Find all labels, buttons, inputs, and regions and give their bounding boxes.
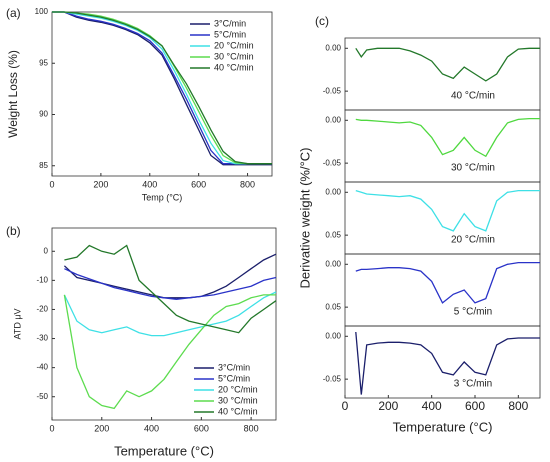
y-tick-label: 0.05 — [325, 302, 341, 311]
x-tick-label: 200 — [378, 399, 398, 413]
y-tick-label: -20 — [36, 305, 48, 314]
x-tick-label: 200 — [93, 179, 108, 189]
panel-label: 30 °C/min — [451, 163, 495, 174]
x-tick-label: 0 — [49, 179, 54, 189]
y-tick-label: 90 — [39, 110, 48, 119]
plot-frame — [344, 253, 541, 327]
y-tick-label: -0.05 — [323, 158, 342, 167]
series-line — [355, 331, 540, 395]
y-tick-label: -40 — [36, 363, 48, 372]
x-axis-label: Temp (°C) — [142, 192, 183, 202]
y-tick-label: -0.05 — [323, 86, 342, 95]
plot-frame — [344, 181, 541, 255]
series-line — [63, 294, 276, 410]
legend-label: 30 °C/min — [214, 51, 254, 61]
y-tick-label: 0 — [44, 246, 49, 255]
y-tick-label: 95 — [39, 58, 48, 67]
y-axis-label: Derivative weight (%/°C) — [297, 147, 312, 288]
y-axis-label: Weight Loss (%) — [6, 50, 20, 138]
y-tick-label: 0.00 — [325, 259, 341, 268]
y-tick-label: 0.00 — [325, 187, 341, 196]
legend-label: 5°C/min — [214, 29, 246, 39]
series-line — [63, 291, 277, 337]
y-tick-label: 0.00 — [325, 115, 341, 124]
panel-label: 20 °C/min — [451, 235, 495, 246]
series-line — [355, 261, 540, 304]
x-tick-label: 200 — [94, 423, 109, 433]
x-tick-label: 600 — [465, 399, 485, 413]
x-tick-label: 400 — [144, 423, 159, 433]
legend-label: 40 °C/min — [214, 62, 254, 72]
y-tick-label: 0.05 — [325, 230, 341, 239]
plot-frame — [344, 325, 541, 399]
y-tick-label: 85 — [39, 161, 48, 170]
series-line — [52, 11, 272, 165]
x-axis-label: Temperature (°C) — [393, 419, 493, 434]
x-tick-label: 800 — [240, 179, 255, 189]
y-tick-label: 0.00 — [325, 331, 341, 340]
legend-label: 30 °C/min — [218, 395, 258, 405]
legend-label: 5°C/min — [218, 373, 250, 383]
legend-label: 20 °C/min — [218, 384, 258, 394]
panel-label: 5 °C/min — [454, 307, 492, 318]
series-line — [64, 268, 277, 300]
x-tick-label: 600 — [191, 179, 206, 189]
x-tick-label: 0 — [342, 399, 349, 413]
series-line — [52, 11, 272, 166]
x-tick-label: 0 — [49, 423, 54, 433]
x-tick-label: 400 — [422, 399, 442, 413]
series-line — [52, 11, 272, 165]
series-line — [355, 117, 540, 158]
series-line — [355, 47, 540, 82]
x-tick-label: 400 — [142, 179, 157, 189]
y-tick-label: -30 — [36, 334, 48, 343]
y-axis-label: ATD μV — [12, 308, 22, 339]
x-tick-label: 800 — [244, 423, 259, 433]
panel-label: 3 °C/min — [454, 379, 492, 390]
panel-label: 40 °C/min — [451, 91, 495, 102]
series-line — [63, 253, 277, 299]
series-line — [64, 244, 277, 334]
x-tick-label: 600 — [194, 423, 209, 433]
panel-title: (b) — [6, 224, 21, 238]
panel-title: (c) — [315, 14, 329, 28]
legend-label: 20 °C/min — [214, 40, 254, 50]
legend-label: 40 °C/min — [218, 406, 258, 416]
y-tick-label: 100 — [35, 7, 49, 16]
y-tick-label: 0.00 — [325, 43, 341, 52]
series-line — [355, 189, 540, 232]
x-tick-label: 800 — [508, 399, 528, 413]
x-axis-label: Temperature (°C) — [114, 443, 214, 458]
plot-frame — [51, 227, 277, 421]
y-tick-label: -0.05 — [323, 374, 342, 383]
legend-label: 3°C/min — [214, 18, 246, 28]
legend-label: 3°C/min — [218, 362, 250, 372]
y-tick-label: -10 — [36, 275, 48, 284]
y-tick-label: -50 — [36, 392, 48, 401]
panel-title: (a) — [6, 6, 21, 20]
plot-frame — [51, 11, 273, 177]
